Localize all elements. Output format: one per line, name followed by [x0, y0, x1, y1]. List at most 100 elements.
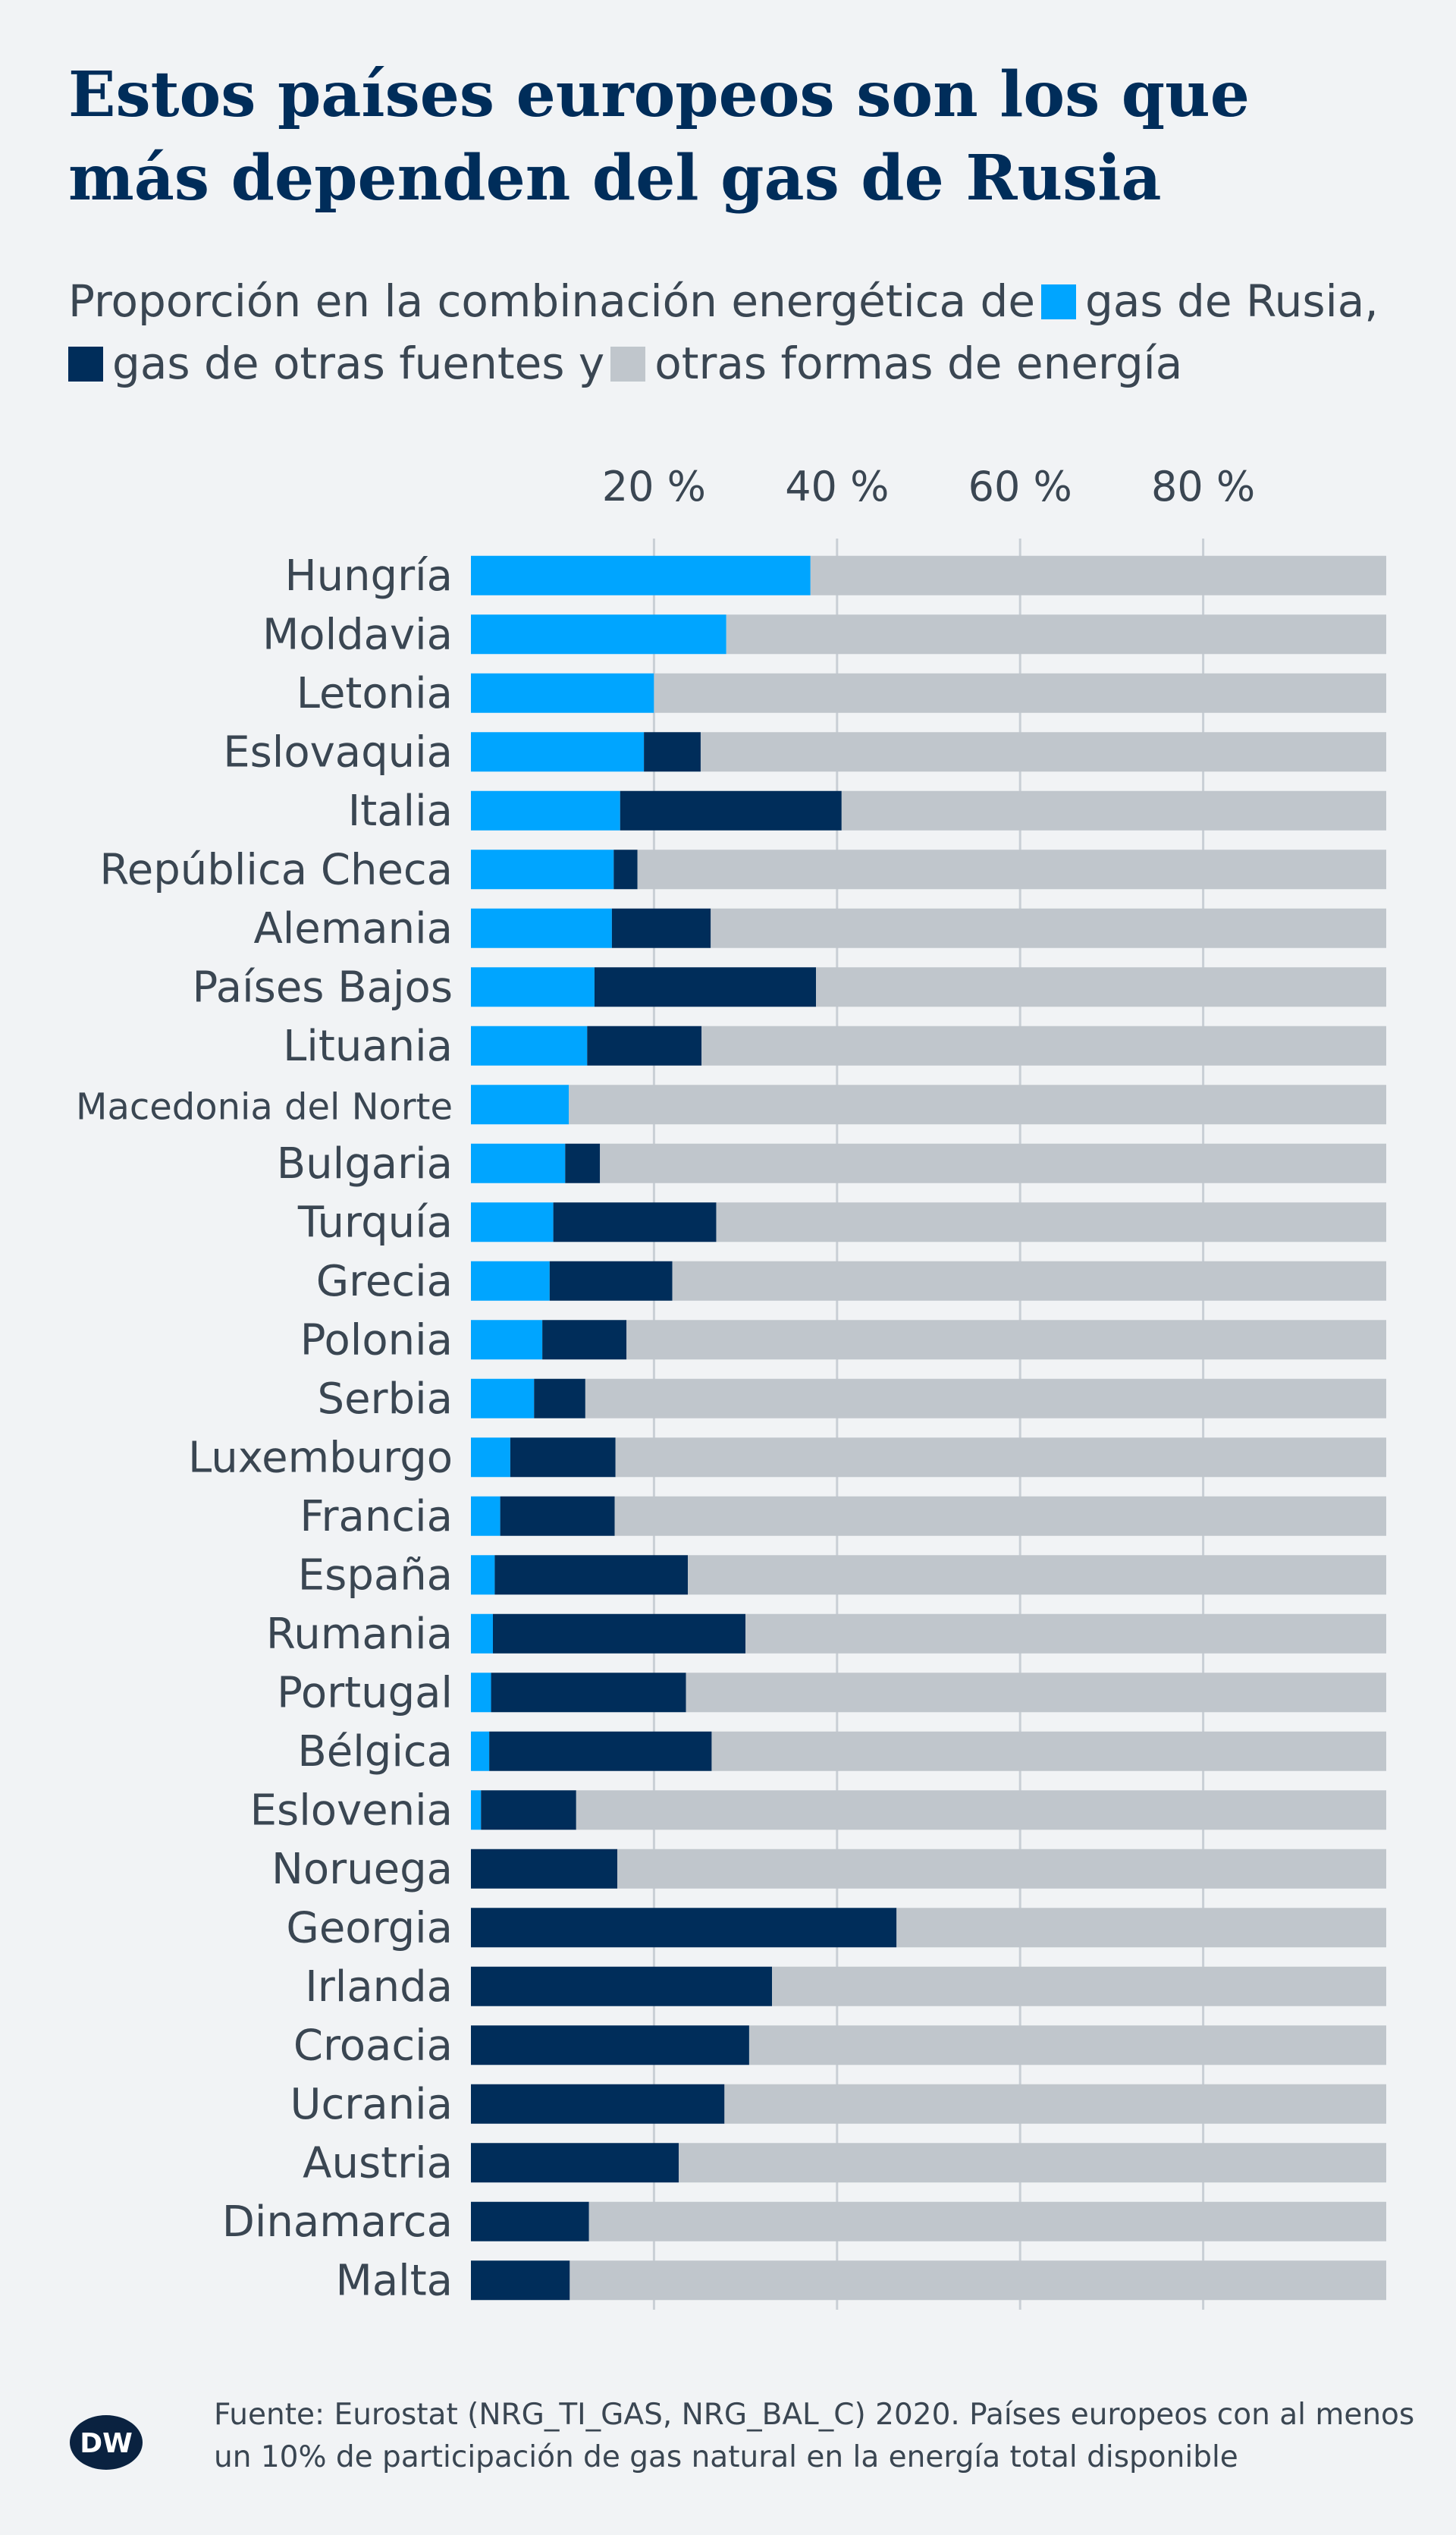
bar-segment [585, 1378, 1386, 1418]
bar-segment [678, 2143, 1386, 2183]
bar-segment [471, 1261, 550, 1301]
bar-segment [716, 1202, 1386, 1242]
bar-segment [471, 967, 595, 1007]
bar-segment [553, 1202, 717, 1242]
category-label: Eslovenia [250, 1786, 453, 1835]
bar-segment [471, 1202, 554, 1242]
tick-label-layer: 20 % 40 % 60 % 80 % [602, 463, 1255, 510]
bar-segment [542, 1320, 627, 1360]
category-label: Noruega [271, 1845, 453, 1894]
category-label: Irlanda [305, 1962, 453, 2012]
category-label: Turquía [297, 1198, 453, 1247]
bar-segment [491, 1673, 686, 1713]
category-label: Portugal [277, 1668, 453, 1717]
bar-segment [617, 1849, 1386, 1889]
bar-segment [471, 673, 654, 713]
bar-layer [471, 555, 1387, 2301]
bar-segment [471, 1085, 570, 1125]
bar-segment [816, 967, 1386, 1007]
bar-segment [471, 1673, 491, 1713]
bar-segment [637, 850, 1386, 890]
bar-segment [471, 1731, 490, 1771]
legend-label-russia: gas de Rusia, [1085, 275, 1379, 327]
bar-segment [510, 1437, 616, 1478]
category-label: Italia [348, 787, 453, 836]
category-label: República Checa [99, 845, 453, 894]
bar-segment [471, 732, 645, 772]
bar-segment [549, 1261, 673, 1301]
category-label: Malta [336, 2256, 453, 2305]
bar-segment [686, 1673, 1386, 1713]
legend-swatch-other [68, 347, 103, 382]
bar-segment [576, 1790, 1387, 1830]
legend-label-energy: otras formas de energía [654, 338, 1183, 389]
bar-segment [471, 1026, 588, 1066]
category-label: Croacia [293, 2021, 453, 2070]
dw-logo: DW [70, 2415, 143, 2470]
bar-segment [600, 1143, 1386, 1183]
category-label: Georgia [286, 1903, 453, 1952]
bar-segment [471, 2084, 725, 2124]
bar-segment [615, 1437, 1386, 1478]
bar-segment [471, 2025, 749, 2065]
x-tick-label: 80 % [1151, 463, 1255, 510]
bar-segment [701, 1026, 1386, 1066]
category-label: Bulgaria [277, 1139, 453, 1189]
legend-label-other: gas de otras fuentes y [112, 338, 605, 389]
bar-segment [471, 2201, 589, 2241]
bar-segment [471, 1143, 566, 1183]
bar-segment [534, 1378, 585, 1418]
bar-segment [471, 1378, 535, 1418]
bar-segment [569, 1085, 1387, 1125]
category-label: España [298, 1550, 453, 1600]
bar-segment [613, 850, 638, 890]
bar-segment [724, 2084, 1386, 2124]
bar-segment [654, 673, 1386, 713]
bar-segment [620, 790, 842, 831]
bar-segment [471, 850, 614, 890]
bar-segment [471, 2143, 679, 2183]
bar-segment [471, 1496, 500, 1536]
grid-layer [652, 539, 1205, 2310]
category-label: Hungría [284, 551, 453, 601]
category-label: Eslovaquia [223, 727, 453, 777]
bar-segment [489, 1731, 712, 1771]
x-tick-label: 20 % [602, 463, 706, 510]
bar-segment [471, 1613, 493, 1654]
bar-segment [672, 1261, 1386, 1301]
dw-logo-text: DW [80, 2428, 133, 2459]
bar-segment [611, 908, 711, 948]
bar-segment [810, 555, 1386, 595]
bar-segment [748, 2025, 1386, 2065]
bar-segment [471, 1849, 618, 1889]
bar-segment [471, 1908, 897, 1948]
bar-segment [494, 1555, 689, 1595]
bar-segment [471, 1320, 543, 1360]
legend-swatch-energy [610, 347, 646, 382]
bar-segment [711, 908, 1386, 948]
bar-segment [594, 967, 817, 1007]
bar-segment [471, 1966, 773, 2006]
chart-subtitle-legend: Proporción en la combinación energética … [68, 270, 1403, 394]
category-label: Bélgica [297, 1727, 453, 1776]
bar-segment [700, 732, 1386, 772]
category-label: Dinamarca [222, 2197, 453, 2247]
chart-title: Estos países europeos son los que más de… [68, 58, 1250, 215]
category-label: Lituania [283, 1022, 453, 1071]
category-label: Moldavia [262, 610, 453, 659]
category-label: Ucrania [290, 2080, 453, 2129]
bar-segment [481, 1790, 576, 1830]
stacked-bar-chart: 20 % 40 % 60 % 80 % Hungría Moldavia Letonia E… [76, 463, 1387, 2310]
bar-segment [471, 614, 726, 655]
category-label: Serbia [318, 1374, 453, 1424]
bar-segment [471, 2260, 570, 2301]
category-label-layer: Hungría Moldavia Letonia Eslovaquia Italia Re… [76, 551, 453, 2306]
subtitle-prefix: Proporción en la combinación energética … [68, 275, 1036, 327]
bar-segment [587, 1026, 702, 1066]
category-label: Polonia [300, 1315, 453, 1365]
bar-segment [772, 1966, 1386, 2006]
bar-segment [565, 1143, 601, 1183]
bar-segment [896, 1908, 1386, 1948]
source-note: Fuente: Eurostat (NRG_TI_GAS, NRG_BAL_C)… [214, 2398, 1415, 2474]
bar-segment [471, 790, 620, 831]
